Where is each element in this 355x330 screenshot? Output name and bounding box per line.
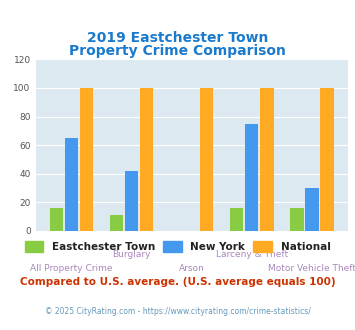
Bar (50, 208, 63, 231)
Text: Arson: Arson (179, 264, 204, 273)
Bar (80, 88, 93, 231)
Bar (260, 88, 274, 231)
Bar (321, 88, 334, 231)
Text: Larceny & Theft: Larceny & Theft (216, 250, 288, 259)
Bar (125, 171, 138, 231)
Bar (200, 88, 213, 231)
Text: All Property Crime: All Property Crime (30, 264, 113, 273)
Bar (65, 138, 78, 231)
Bar (230, 208, 244, 231)
Bar (140, 88, 153, 231)
Text: 2019 Eastchester Town: 2019 Eastchester Town (87, 31, 268, 45)
Bar (245, 124, 258, 231)
Text: Compared to U.S. average. (U.S. average equals 100): Compared to U.S. average. (U.S. average … (20, 277, 335, 287)
Text: Motor Vehicle Theft: Motor Vehicle Theft (268, 264, 355, 273)
Text: Burglary: Burglary (112, 250, 151, 259)
Text: Property Crime Comparison: Property Crime Comparison (69, 44, 286, 58)
Legend: Eastchester Town, New York, National: Eastchester Town, New York, National (24, 241, 331, 252)
Bar (290, 208, 304, 231)
Text: © 2025 CityRating.com - https://www.cityrating.com/crime-statistics/: © 2025 CityRating.com - https://www.city… (45, 307, 310, 316)
Bar (305, 188, 319, 231)
Bar (110, 215, 123, 231)
